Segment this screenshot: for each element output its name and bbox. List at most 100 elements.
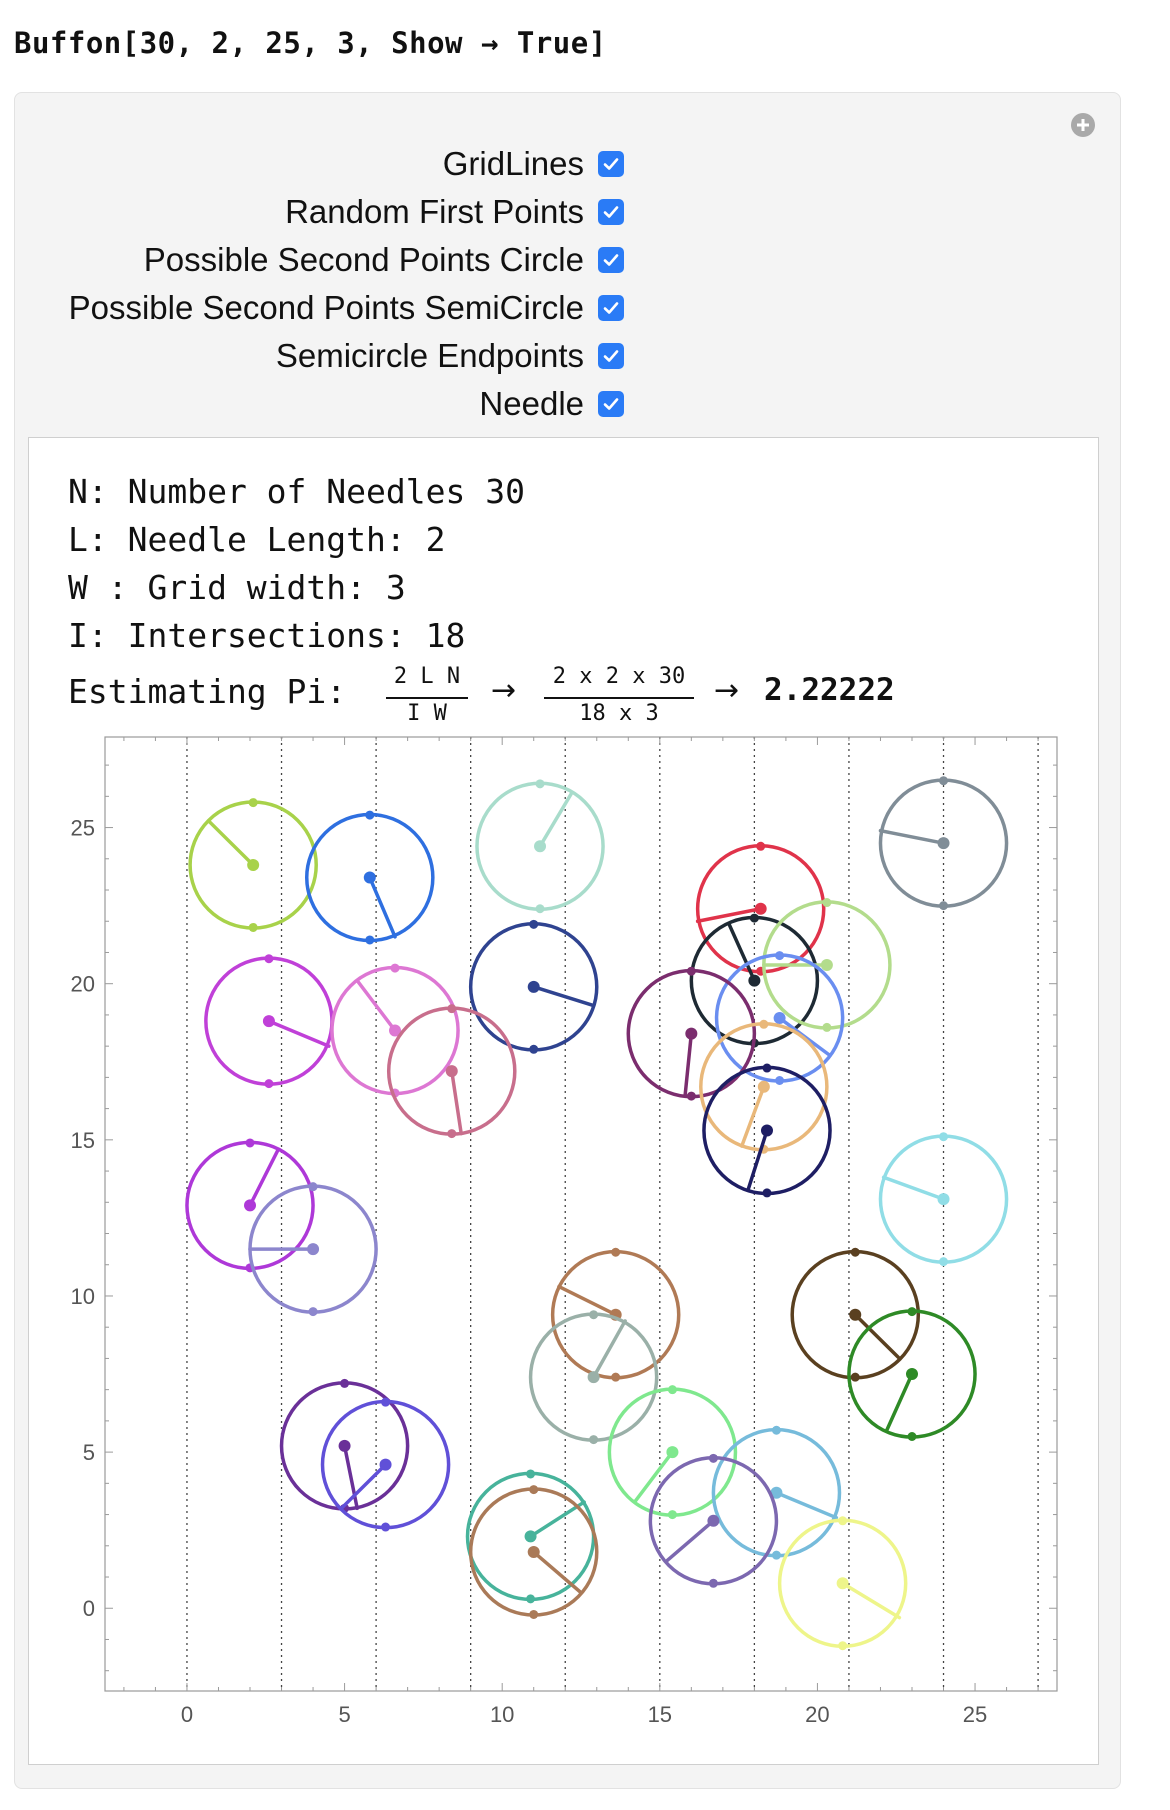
semicircle-endpoint: [822, 1022, 832, 1032]
checkmark-icon: [603, 302, 619, 314]
needle: [774, 1490, 839, 1520]
fraction-numerator: 2 L N: [393, 664, 461, 689]
semicircle-endpoint: [245, 1138, 255, 1148]
checkbox-controls: GridLines Random First Points Possible S…: [14, 140, 624, 428]
semicircle-endpoint: [667, 1510, 677, 1520]
info-length: L: Needle Length: 2: [68, 520, 446, 559]
semicircle-endpoint: [775, 1076, 785, 1086]
control-possible-second-points-semicircle[interactable]: Possible Second Points SemiCircle: [14, 284, 624, 332]
random-first-point: [244, 1199, 257, 1212]
y-tick-label: 15: [71, 1128, 95, 1153]
random-first-point: [527, 980, 540, 993]
semicircle-endpoint: [822, 898, 832, 908]
fraction-denominator: 18 x 3: [579, 701, 659, 726]
semicircle-endpoint: [939, 1132, 949, 1142]
checkmark-icon: [603, 206, 619, 218]
info-width: W : Grid width: 3: [68, 568, 406, 607]
gridlines-checkbox[interactable]: [598, 151, 624, 177]
semicircle-endpoint: [907, 1431, 917, 1441]
semicircle-endpoint: [611, 1372, 621, 1382]
arrow-icon: →: [491, 673, 517, 708]
control-possible-second-points-circle[interactable]: Possible Second Points Circle: [14, 236, 624, 284]
needle: [727, 922, 757, 983]
fraction-bar: [386, 697, 468, 699]
control-label: Possible Second Points Circle: [143, 241, 584, 278]
semicircle-endpoint: [759, 1019, 769, 1029]
semicircle-endpoint: [381, 1522, 391, 1532]
needle: [840, 1581, 902, 1620]
semicircle-endpoint: [708, 1578, 718, 1588]
semicircle-endpoint: [762, 1188, 772, 1198]
control-needle[interactable]: Needle: [14, 380, 624, 428]
semicircle-endpoint: [365, 810, 375, 820]
random-first-point: [707, 1514, 720, 1527]
semicircle-endpoint: [907, 1307, 917, 1317]
arrow-icon: →: [714, 673, 740, 708]
random-first-point: [760, 1124, 773, 1137]
semicircle-endpoint: [308, 1307, 318, 1317]
semicircle-endpoint: [756, 841, 766, 851]
needle: [531, 985, 596, 1008]
random-first-point: [262, 1015, 275, 1028]
random-first-point: [754, 902, 767, 915]
pi-estimate-result: 2.22222: [764, 672, 895, 708]
semicircle-endpoints-checkbox[interactable]: [598, 343, 624, 369]
random-first-point: [363, 871, 376, 884]
y-tick-label: 5: [83, 1440, 95, 1465]
semicircle-endpoint: [535, 779, 545, 789]
needle: [528, 1500, 586, 1539]
needle: [531, 1550, 583, 1595]
random-first-points-checkbox[interactable]: [598, 199, 624, 225]
random-first-point: [247, 859, 260, 872]
estimate-label: Estimating Pi:: [68, 672, 347, 711]
semicircle-endpoint: [447, 1004, 457, 1014]
second-points-circle-checkbox[interactable]: [598, 247, 624, 273]
info-intersections: I: Intersections: 18: [68, 616, 466, 655]
x-tick-label: 0: [181, 1702, 193, 1727]
needle: [450, 1069, 463, 1136]
random-first-point: [445, 1065, 458, 1078]
semicircle-endpoint: [526, 1594, 536, 1604]
checkmark-icon: [603, 158, 619, 170]
semicircle-endpoint: [381, 1397, 391, 1407]
needle: [207, 819, 255, 867]
needle-checkbox[interactable]: [598, 391, 624, 417]
semicircle-endpoint: [771, 1550, 781, 1560]
semicircle-endpoint: [248, 798, 258, 808]
random-first-point: [666, 1446, 679, 1459]
control-random-first-points[interactable]: Random First Points: [14, 188, 624, 236]
second-points-semicircle-checkbox[interactable]: [598, 295, 624, 321]
fraction-denominator: I W: [407, 701, 447, 726]
x-tick-label: 10: [490, 1702, 514, 1727]
semicircle-endpoint: [589, 1435, 599, 1445]
needle: [878, 828, 946, 845]
semicircle-endpoint: [308, 1182, 318, 1192]
needle: [695, 907, 763, 923]
random-first-point: [379, 1458, 392, 1471]
semicircle-endpoint: [939, 1257, 949, 1267]
input-expression[interactable]: Buffon[30, 2, 25, 3, Show → True]: [14, 26, 607, 60]
control-gridlines[interactable]: GridLines: [14, 140, 624, 188]
needle: [591, 1319, 627, 1379]
semicircle-endpoint: [365, 935, 375, 945]
y-tick-label: 10: [71, 1284, 95, 1309]
plus-icon[interactable]: [1070, 112, 1096, 138]
semicircle-endpoint: [686, 966, 696, 976]
needle: [248, 1147, 281, 1208]
random-first-point: [748, 974, 761, 987]
control-semicircle-endpoints[interactable]: Semicircle Endpoints: [14, 332, 624, 380]
random-first-point: [338, 1439, 351, 1452]
semicircle-endpoint: [529, 919, 539, 929]
random-first-point: [937, 837, 950, 850]
needle: [342, 1444, 359, 1511]
control-label: Random First Points: [285, 193, 584, 230]
semicircle-endpoint: [611, 1247, 621, 1257]
y-tick-label: 20: [71, 972, 95, 997]
random-first-point: [757, 1080, 770, 1093]
x-tick-label: 5: [338, 1702, 350, 1727]
semicircle-endpoint: [838, 1641, 848, 1651]
y-tick-label: 25: [71, 816, 95, 841]
semicircle-endpoint: [667, 1385, 677, 1395]
info-needles: N: Number of Needles 30: [68, 472, 525, 511]
